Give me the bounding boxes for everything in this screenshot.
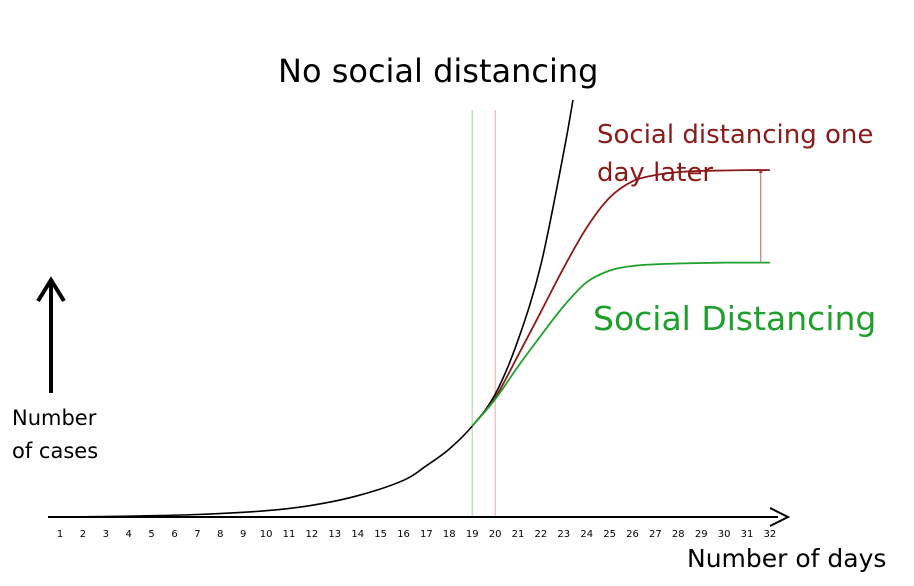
- x-axis-label: Number of days: [687, 544, 886, 573]
- x-tick-label-1: 1: [57, 529, 63, 540]
- x-tick-label-6: 6: [171, 529, 177, 540]
- x-tick-label-23: 23: [557, 529, 570, 540]
- y-axis-label-line2: of cases: [12, 439, 98, 463]
- x-axis-arrowhead: [769, 507, 791, 527]
- x-tick-label-25: 25: [603, 529, 616, 540]
- y-axis-label-line1: Number: [12, 406, 97, 430]
- series-lines: [59, 99, 770, 518]
- x-tick-label-32: 32: [764, 529, 777, 540]
- x-tick-label-8: 8: [217, 529, 223, 540]
- y-axis-arrowhead: [36, 276, 66, 303]
- x-tick-label-5: 5: [148, 529, 154, 540]
- x-tick-label-13: 13: [328, 529, 341, 540]
- x-tick-label-16: 16: [397, 529, 410, 540]
- series-line-social-distancing: [471, 261, 770, 427]
- x-tick-label-12: 12: [306, 529, 319, 540]
- x-tick-label-17: 17: [420, 529, 433, 540]
- series-line-social-distancing-one-day-later: [471, 169, 770, 427]
- x-tick-label-30: 30: [718, 529, 731, 540]
- x-tick-label-24: 24: [580, 529, 593, 540]
- x-tick-label-28: 28: [672, 529, 685, 540]
- x-tick-label-7: 7: [194, 529, 200, 540]
- x-tick-label-29: 29: [695, 529, 708, 540]
- x-tick-label-14: 14: [351, 529, 364, 540]
- x-tick-labels: 1 2 3 4 5 6 7 8 9 10 11 12 13 14 15 16 17 18 19 20 21 22 23 24 2…: [57, 529, 776, 540]
- x-tick-label-3: 3: [103, 529, 109, 540]
- chart-title: No social distancing: [278, 52, 598, 90]
- series-label-social-distancing: Social Distancing: [593, 299, 876, 338]
- x-tick-label-22: 22: [535, 529, 548, 540]
- x-tick-label-19: 19: [466, 529, 479, 540]
- x-tick-label-11: 11: [283, 529, 296, 540]
- x-tick-label-27: 27: [649, 529, 662, 540]
- x-tick-label-4: 4: [126, 529, 132, 540]
- x-tick-label-18: 18: [443, 529, 456, 540]
- x-tick-label-10: 10: [260, 529, 273, 540]
- series-label-one-day-later-line2: day later: [597, 158, 713, 188]
- x-tick-label-2: 2: [80, 529, 86, 540]
- x-tick-label-20: 20: [489, 529, 502, 540]
- series-label-one-day-later-line1: Social distancing one: [597, 120, 873, 150]
- x-tick-label-15: 15: [374, 529, 387, 540]
- x-tick-label-21: 21: [512, 529, 525, 540]
- x-tick-label-26: 26: [626, 529, 639, 540]
- series-line-no-social-distancing: [59, 99, 574, 518]
- x-tick-label-9: 9: [240, 529, 246, 540]
- x-tick-label-31: 31: [741, 529, 754, 540]
